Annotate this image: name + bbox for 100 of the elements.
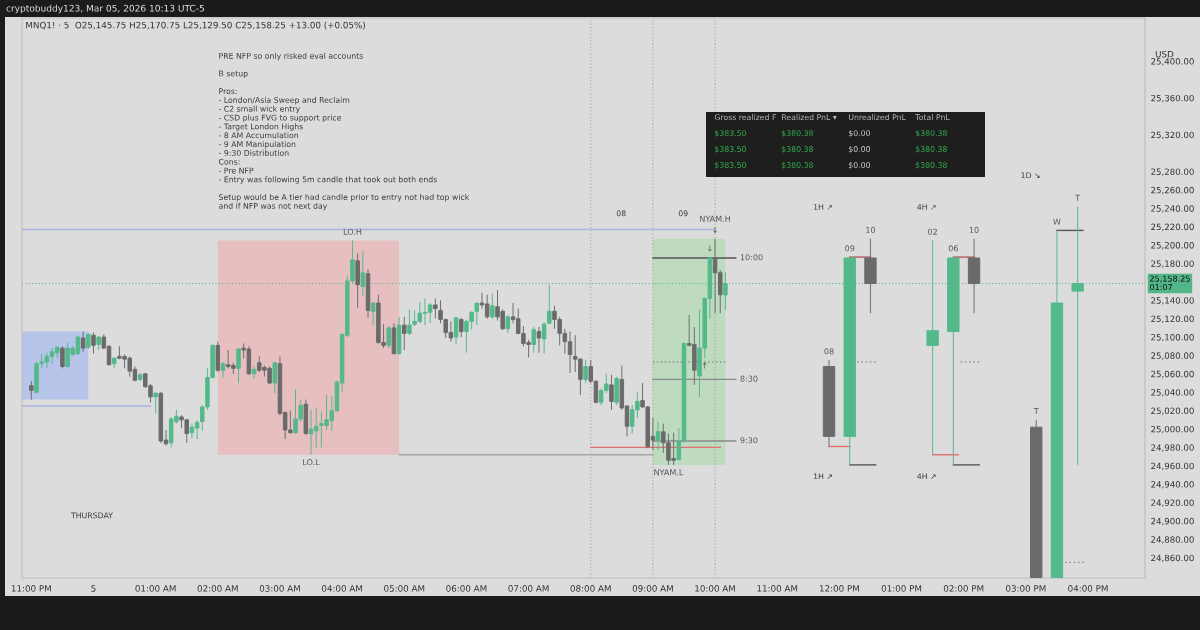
y-tick-label: 25,240.00: [1151, 205, 1194, 213]
candlestick: [29, 380, 34, 401]
y-tick-label: 25,000.00: [1151, 425, 1194, 434]
y-tick-label: 25,260.00: [1151, 186, 1194, 195]
candlestick: [609, 374, 614, 411]
y-tick-label: 25,320.00: [1151, 131, 1194, 140]
y-tick-label: 25,020.00: [1151, 407, 1194, 415]
y-tick-label: 24,900.00: [1151, 517, 1194, 526]
annotation: 09: [845, 245, 855, 252]
candlestick: [236, 347, 241, 384]
y-tick-label: 25,120.00: [1151, 315, 1194, 323]
candlestick: [137, 372, 143, 382]
candlestick: [355, 252, 360, 309]
candlestick: [822, 359, 836, 447]
candlestick: [427, 302, 433, 324]
annotation: LO.H: [343, 228, 362, 235]
annotation: NYAM.H: [700, 215, 730, 222]
x-tick-label: 11:00 AM: [757, 585, 798, 592]
y-tick-label: 25,080.00: [1151, 352, 1194, 360]
candlestick: [453, 316, 459, 345]
x-tick-label: 03:00 PM: [1006, 585, 1046, 592]
candlestick: [541, 321, 547, 355]
candlestick: [433, 297, 438, 320]
x-tick-label: 05:00 AM: [384, 585, 425, 592]
candlestick: [303, 399, 309, 436]
x-tick-label: 04:00 PM: [1068, 585, 1108, 592]
candlestick: [655, 421, 661, 451]
series-label: 10:00: [740, 254, 763, 261]
candlestick: [402, 316, 407, 351]
candlestick: [80, 331, 86, 353]
candlestick: [459, 317, 464, 338]
y-tick-label: 24,880.00: [1151, 536, 1194, 544]
candlestick: [723, 271, 728, 311]
candlestick: [86, 332, 91, 350]
candlestick: [474, 302, 480, 326]
y-tick-label: 25,060.00: [1151, 370, 1194, 379]
candlestick: [864, 238, 877, 314]
annotation: ↓: [708, 245, 712, 252]
x-tick-label: 06:00 AM: [446, 585, 487, 592]
candlestick: [370, 302, 376, 326]
annotation: 10: [969, 226, 979, 233]
y-tick-label: 25,280.00: [1151, 168, 1194, 176]
x-tick-label: 09:00 AM: [632, 585, 673, 592]
annotation: 02: [928, 228, 937, 235]
candlestick: [505, 314, 511, 334]
candlestick: [96, 335, 101, 351]
y-tick-label: 25,200.00: [1151, 242, 1194, 250]
candlestick: [583, 359, 588, 384]
annotation: ↑: [702, 362, 707, 369]
y-tick-label: 25,140.00: [1151, 297, 1194, 305]
x-tick-label: 01:00 PM: [881, 585, 922, 592]
candlestick: [396, 316, 402, 356]
ref-line-label: 25,158.25 01:07: [1150, 275, 1190, 291]
x-tick-label: 04:00 AM: [321, 585, 363, 592]
x-tick-label: 10:00 AM: [695, 585, 735, 592]
x-tick-label: 5: [91, 585, 96, 592]
x-tick-label: 03:00 AM: [259, 585, 300, 592]
x-tick-label: 12:00 PM: [819, 585, 859, 592]
candlestick: [365, 268, 371, 319]
annotation: ↓: [713, 226, 717, 233]
candlestick: [386, 325, 391, 349]
candlestick: [153, 391, 158, 414]
x-tick-label: 07:00 AM: [508, 585, 549, 592]
candlestick: [536, 326, 542, 354]
candlestick: [60, 345, 65, 369]
x-tick-label: 01:00 AM: [135, 585, 176, 592]
candlestick: [484, 294, 490, 320]
annotation: 06: [948, 245, 958, 252]
candlestick: [158, 391, 164, 444]
y-tick-label: 24,980.00: [1151, 444, 1194, 452]
y-tick-label: 25,180.00: [1151, 260, 1194, 268]
y-tick-label: 25,360.00: [1151, 94, 1194, 103]
y-tick-label: 24,960.00: [1151, 462, 1194, 471]
x-tick-label: 02:00 AM: [197, 585, 238, 592]
candlestick: [189, 423, 195, 439]
annotation: T: [1033, 408, 1039, 414]
series-label: 8:30: [740, 375, 758, 382]
y-tick-label: 24,860.00: [1151, 554, 1194, 563]
y-tick-label: 24,920.00: [1151, 499, 1194, 507]
candlestick: [251, 366, 257, 379]
y-tick-label: 25,100.00: [1151, 333, 1194, 342]
chart-subtitle: MNQ1! · 5 O25,145.75 H25,170.75 L25,129.50 C25,158.25 +13.00 (+0.05%): [26, 21, 365, 30]
candlestick: [391, 322, 397, 356]
series-label: 9:30: [740, 437, 758, 444]
candlestick: [614, 376, 619, 406]
annotation: NYAM.L: [654, 469, 684, 476]
candlestick: [490, 293, 495, 320]
candlestick: [220, 361, 226, 379]
annotation: 10: [866, 226, 876, 233]
x-tick-label: 08:00 AM: [570, 585, 611, 592]
annotation: W: [1053, 218, 1061, 225]
candlestick: [1030, 419, 1043, 578]
annotation: LO.L: [303, 459, 320, 466]
candlestick: [967, 238, 981, 314]
annotation: 08: [824, 348, 834, 355]
candlestick: [91, 331, 96, 355]
y-tick-label: 24,940.00: [1151, 481, 1194, 489]
chart-title: cryptobuddy123, Mar 05, 2026 10:13 UTC-5: [6, 4, 205, 14]
x-tick-label: 02:00 PM: [943, 585, 984, 592]
candlestick: [215, 341, 221, 373]
